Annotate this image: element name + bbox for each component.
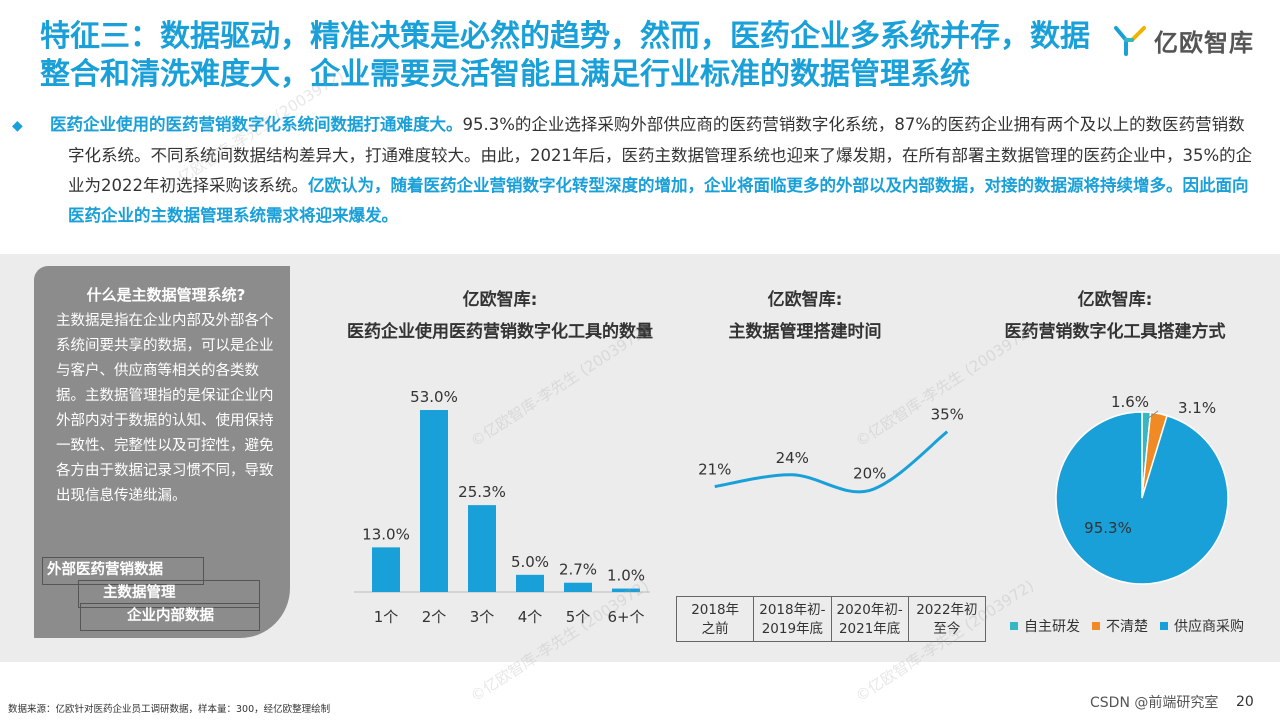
bar-value-label: 2.7% [559,561,597,579]
bar-category-label: 1个 [374,608,399,626]
line-series [714,430,949,494]
bar-chart-title-line1: 亿欧智库: [462,290,538,310]
legend-swatch [1092,622,1100,630]
intro-body: 95.3%的企业选择采购外部供应商的医药营销数字化系统，87%的医药企业拥有两个… [68,115,1253,195]
legend-label: 供应商采购 [1174,619,1244,635]
bar-value-label: 53.0% [410,388,458,406]
line-chart-title: 亿欧智库: 主数据管理搭建时间 [690,284,920,348]
bar-category-label: 5个 [566,608,591,626]
timeline-cell-line: 之前 [701,621,729,637]
legend-swatch [1010,622,1018,630]
line-value-label: 21% [698,461,731,479]
bar-value-label: 13.0% [362,525,410,543]
line-value-label: 20% [853,464,886,482]
legend-swatch [1160,622,1168,630]
timeline-cell-line: 至今 [933,621,961,637]
intro-highlight-1: 医药企业使用的医药营销数字化系统间数据打通难度大。 [50,115,463,134]
timeline-cell: 2022年初 至今 [909,597,985,641]
timeline-cell-line: 2019年底 [761,621,824,637]
bar-category-label: 4个 [518,608,543,626]
intro-highlight-2: 亿欧认为，随着医药企业营销数字化转型深度的增加，企业将面临更多的外部以及内部数据… [68,176,1249,225]
line-value-label: 24% [776,449,809,467]
pie-chart: 1.6% 3.1% 95.3% [1055,393,1229,585]
bar [612,588,640,592]
csdn-credit: CSDN @前端研究室 [1090,695,1219,711]
pie-slice-label: 1.6% [1111,393,1149,411]
timeline-cell: 2018年之前 [677,597,755,641]
timeline-cell: 2020年初- 2021年底 [832,597,909,641]
bar [516,574,544,592]
bar-category-label: 3个 [470,608,495,626]
timeline-cell-line: 2022年初 [916,602,978,618]
pie-chart-title: 亿欧智库: 医药营销数字化工具搭建方式 [990,284,1240,348]
intro-paragraph: ◆ 医药企业使用的医药营销数字化系统间数据打通难度大。95.3%的企业选择采购外部… [12,115,1253,225]
brand-logo: 亿欧智库 [1112,20,1254,60]
bar [564,582,592,592]
timeline-cell-line: 2018年 [691,602,740,618]
bar-chart-title-line2: 医药企业使用医药营销数字化工具的数量 [347,322,653,342]
chip-internal-data: 企业内部数据 [80,603,260,631]
timeline-cell-line: 2020年初- [836,602,903,618]
page-title: 特征三：数据驱动，精准决策是必然的趋势，然而，医药企业多系统并存，数据整合和清洗… [40,19,1090,92]
definition-box-body: 主数据是指在企业内部及外部各个系统间要共享的数据，可以是企业与客户、供应商等相关… [56,313,274,504]
bar-value-label: 5.0% [511,553,549,571]
bar-value-label: 25.3% [458,483,506,501]
pie-chart-title-line1: 亿欧智库: [1077,290,1153,310]
pie-chart-title-line2: 医药营销数字化工具搭建方式 [1004,322,1226,342]
legend-label: 不清楚 [1106,619,1148,635]
data-source-note: 数据来源：亿欧针对医药企业员工调研数据，样本量：300，经亿欧整理绘制 [8,704,331,715]
bar [372,547,400,592]
pie-leader-line [1146,410,1159,420]
bar-value-label: 1.0% [607,567,645,585]
legend-item: 自主研发 [1010,616,1080,636]
line-chart-category-table: 2018年之前 2018年初- 2019年底 2020年初- 2021年底 2022… [676,596,986,642]
yiou-logo-icon [1112,22,1148,58]
pie-slice-label: 95.3% [1084,519,1132,537]
line-chart-title-line2: 主数据管理搭建时间 [728,322,882,342]
timeline-cell-line: 2018年初- [759,602,826,618]
chip-master-data: 主数据管理 [78,580,260,608]
legend-item: 供应商采购 [1160,616,1244,636]
bar-category-label: 6+个 [607,608,644,626]
timeline-cell: 2018年初- 2019年底 [754,597,832,641]
bar-chart: 13.0% 1个 53.0% 2个 25.3% 3个 5.0% 4个 2.7% 5个 1.0% 6+个 [354,388,650,626]
line-chart-title-line1: 亿欧智库: [767,290,843,310]
bar [420,410,448,592]
line-value-label: 35% [931,406,964,424]
pie-slice-label: 3.1% [1178,399,1216,417]
legend-label: 自主研发 [1024,619,1080,635]
line-chart: 21% 24% 20% 35% [698,406,964,494]
definition-box-title: 什么是主数据管理系统? [86,286,246,304]
page-number: 20 [1236,694,1254,710]
legend-item: 不清楚 [1092,616,1148,636]
bar-chart-title: 亿欧智库: 医药企业使用医药营销数字化工具的数量 [330,284,670,348]
pie-legend: 自主研发 不清楚 供应商采购 [1010,616,1256,636]
bar-category-label: 2个 [422,608,447,626]
bar [468,505,496,592]
pie-slice [1055,411,1229,585]
timeline-cell-line: 2021年底 [838,621,901,637]
logo-text: 亿欧智库 [1154,28,1254,57]
